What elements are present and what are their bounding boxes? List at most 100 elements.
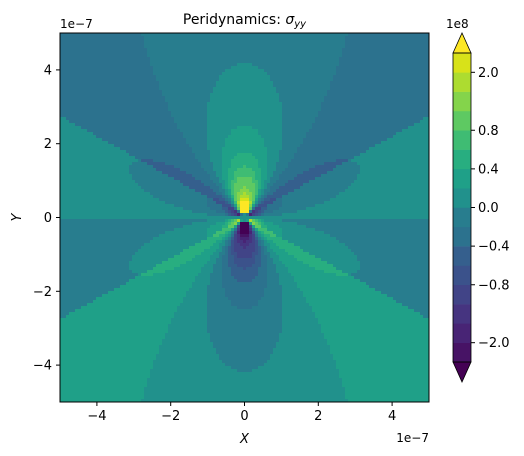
contour-cell xyxy=(114,105,118,109)
contour-cell xyxy=(270,93,274,97)
contour-cell xyxy=(282,36,286,40)
contour-cell xyxy=(255,81,259,85)
contour-cell xyxy=(426,150,429,154)
contour-cell xyxy=(93,54,97,58)
contour-cell xyxy=(378,66,382,70)
contour-cell xyxy=(405,105,409,109)
contour-cell xyxy=(381,48,385,52)
contour-cell xyxy=(282,60,286,64)
contour-cell xyxy=(114,111,118,115)
contour-cell xyxy=(60,93,64,97)
contour-cell xyxy=(282,144,286,148)
contour-cell xyxy=(216,153,220,157)
contour-cell xyxy=(75,57,79,61)
contour-cell xyxy=(81,39,85,43)
contour-cell xyxy=(90,90,94,94)
contour-cell xyxy=(219,81,223,85)
contour-cell xyxy=(312,96,316,100)
contour-cell xyxy=(129,51,133,55)
contour-cell xyxy=(237,123,241,127)
contour-cell xyxy=(417,114,421,118)
contour-cell xyxy=(249,60,253,64)
contour-cell xyxy=(342,90,346,94)
contour-cell xyxy=(426,33,429,37)
contour-cell xyxy=(96,90,100,94)
contour-cell xyxy=(261,66,265,70)
contour-cell xyxy=(66,63,70,67)
contour-cell xyxy=(369,72,373,76)
contour-cell xyxy=(63,63,67,67)
contour-cell xyxy=(231,102,235,106)
contour-cell xyxy=(156,51,160,55)
contour-cell xyxy=(264,75,268,79)
contour-cell xyxy=(63,132,67,136)
contour-cell xyxy=(192,138,196,142)
contour-cell xyxy=(126,108,130,112)
contour-cell xyxy=(339,48,343,52)
contour-cell xyxy=(189,108,193,112)
contour-cell xyxy=(72,81,76,85)
contour-cell xyxy=(138,63,142,67)
contour-cell xyxy=(123,111,127,115)
contour-cell xyxy=(426,36,429,40)
contour-cell xyxy=(282,96,286,100)
contour-cell xyxy=(165,72,169,76)
contour-cell xyxy=(291,138,295,142)
contour-cell xyxy=(279,90,283,94)
contour-cell xyxy=(150,39,154,43)
contour-cell xyxy=(291,33,295,37)
contour-cell xyxy=(60,126,64,130)
contour-cell xyxy=(216,126,220,130)
contour-cell xyxy=(69,147,73,151)
contour-cell xyxy=(327,78,331,82)
contour-cell xyxy=(204,69,208,73)
contour-cell xyxy=(288,141,292,145)
contour-cell xyxy=(153,144,157,148)
contour-cell xyxy=(399,63,403,67)
contour-cell xyxy=(60,150,64,154)
contour-cell xyxy=(273,102,277,106)
contour-cell xyxy=(402,120,406,124)
contour-cell xyxy=(111,114,115,118)
contour-cell xyxy=(288,60,292,64)
contour-cell xyxy=(147,105,151,109)
contour-cell xyxy=(405,57,409,61)
contour-cell xyxy=(171,48,175,52)
contour-cell xyxy=(288,54,292,58)
contour-cell xyxy=(411,117,415,121)
contour-cell xyxy=(363,60,367,64)
contour-cell xyxy=(228,135,232,139)
contour-cell xyxy=(231,96,235,100)
contour-cell xyxy=(375,99,379,103)
contour-cell xyxy=(381,60,385,64)
contour-cell xyxy=(222,96,226,100)
contour-cell xyxy=(147,39,151,43)
contour-cell xyxy=(99,123,103,127)
contour-cell xyxy=(159,39,163,43)
contour-cell xyxy=(186,42,190,46)
contour-cell xyxy=(417,108,421,112)
contour-cell xyxy=(318,93,322,97)
contour-cell xyxy=(216,114,220,118)
contour-cell xyxy=(141,147,145,151)
contour-cell xyxy=(186,51,190,55)
contour-cell xyxy=(231,129,235,133)
contour-cell xyxy=(180,99,184,103)
contour-cell xyxy=(189,57,193,61)
contour-cell xyxy=(231,72,235,76)
contour-cell xyxy=(297,51,301,55)
contour-cell xyxy=(156,129,160,133)
contour-cell xyxy=(120,66,124,70)
contour-cell xyxy=(72,123,76,127)
contour-cell xyxy=(135,135,139,139)
contour-cell xyxy=(93,48,97,52)
contour-cell xyxy=(144,117,148,121)
contour-cell xyxy=(423,45,427,49)
contour-cell xyxy=(210,105,214,109)
contour-cell xyxy=(138,132,142,136)
contour-cell xyxy=(147,99,151,103)
contour-cell xyxy=(120,96,124,100)
contour-cell xyxy=(222,108,226,112)
contour-cell xyxy=(315,90,319,94)
contour-cell xyxy=(282,135,286,139)
